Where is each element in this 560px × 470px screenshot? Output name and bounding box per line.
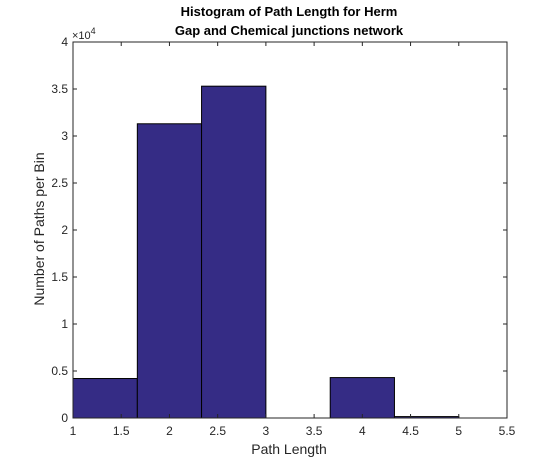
x-tick-label-10: 5.5: [499, 424, 516, 438]
x-tick-label-2: 1.5: [113, 424, 130, 438]
y-tick-label-7: 3: [61, 129, 68, 143]
x-tick-label-6: 3.5: [306, 424, 323, 438]
y-tick-label-2: 0.5: [51, 364, 68, 378]
y-tick-label-8: 3.5: [51, 82, 68, 96]
x-tick-label-7: 4: [359, 424, 366, 438]
y-axis-ticks: 0 0.5 1 1.5 2 2.5 3 3.5 4: [51, 35, 507, 425]
y-tick-label-1: 0: [61, 411, 68, 425]
y-tick-label-3: 1: [61, 317, 68, 331]
y-tick-label-4: 1.5: [51, 270, 68, 284]
x-tick-label-4: 2.5: [209, 424, 226, 438]
chart-title-line-1: Histogram of Path Length for Herm: [181, 4, 398, 19]
bars-layer: [72, 85, 460, 419]
chart-title-line-2: Gap and Chemical junctions network: [175, 23, 404, 38]
x-axis-ticks: 1 1.5 2 2.5 3 3.5 4 4.5 5 5.5: [70, 42, 516, 438]
x-tick-label-1: 1: [70, 424, 77, 438]
y-tick-label-6: 2.5: [51, 176, 68, 190]
histogram-bar-3: [201, 85, 267, 419]
y-scale-base: ×10: [72, 30, 91, 42]
histogram-bar-2: [136, 123, 203, 419]
x-tick-label-3: 2: [166, 424, 173, 438]
y-axis-label: Number of Paths per Bin: [31, 152, 47, 305]
histogram-bar-1: [72, 378, 138, 419]
y-tick-label-5: 2: [61, 223, 68, 237]
y-scale-exponent: 4: [91, 26, 96, 36]
y-scale-multiplier: ×104: [72, 26, 96, 42]
x-tick-label-5: 3: [263, 424, 270, 438]
y-tick-label-9: 4: [61, 35, 68, 49]
histogram-bar-5: [329, 377, 395, 419]
x-tick-label-8: 4.5: [402, 424, 419, 438]
x-tick-label-9: 5: [455, 424, 462, 438]
x-axis-label: Path Length: [251, 441, 327, 457]
